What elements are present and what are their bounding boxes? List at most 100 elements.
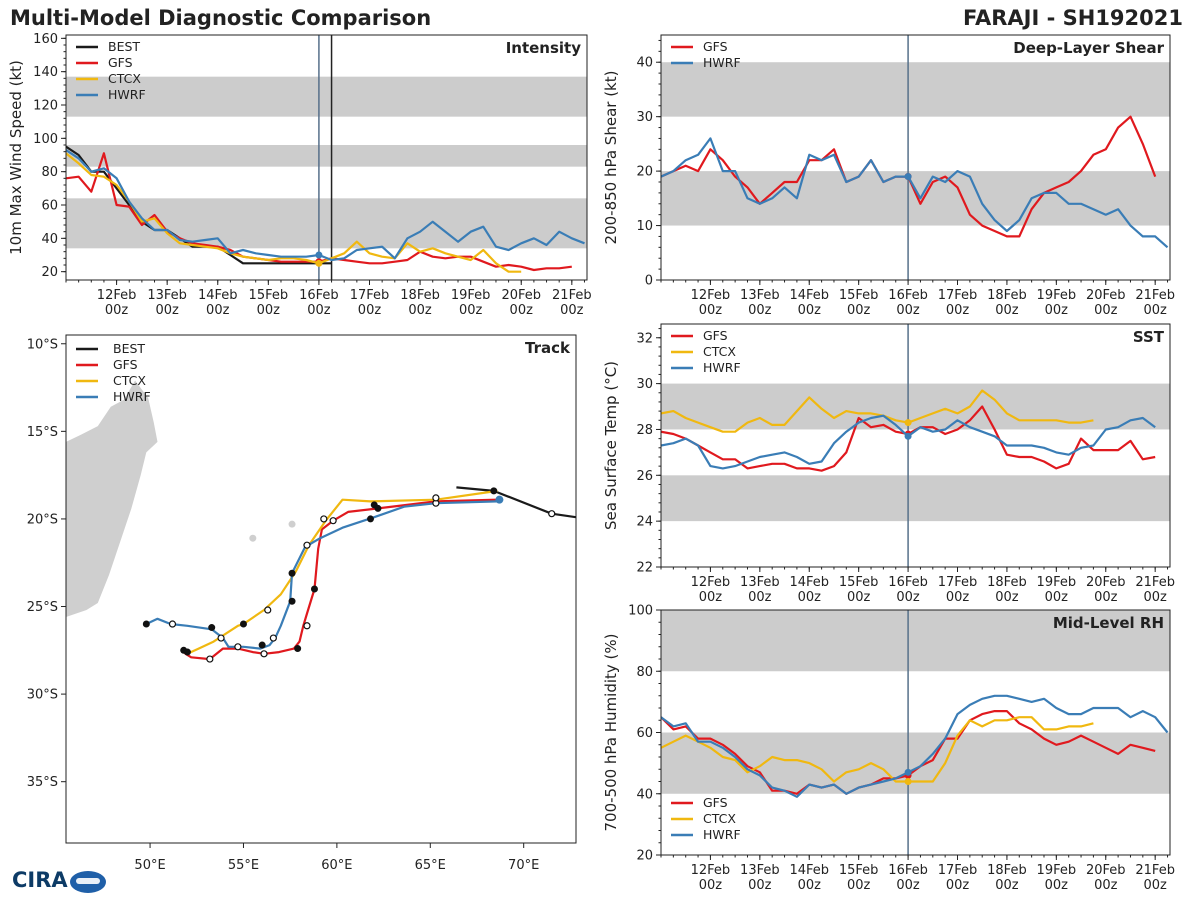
ytick-label-shear: 30 — [636, 110, 653, 125]
track-marker-filled — [367, 515, 375, 523]
band-sst-1 — [661, 383, 1170, 430]
legend-label-sst-gfs: GFS — [703, 328, 728, 343]
track-gfs — [181, 498, 496, 661]
track-marker-open — [206, 655, 214, 663]
xtick-label-track: 50°E — [134, 858, 165, 873]
xtick-label-shear: 00z — [699, 303, 723, 318]
track-marker-filled — [208, 624, 216, 632]
track-marker-filled — [310, 585, 318, 593]
track-marker-current — [495, 495, 504, 504]
ytick-label-track: 35°S — [27, 775, 58, 790]
track-marker-filled — [239, 620, 247, 628]
xtick-label-intensity: 00z — [459, 303, 483, 318]
xtick-label-rh: 00z — [699, 878, 723, 893]
xtick-label-rh: 13Feb — [740, 863, 780, 878]
band-intensity-0 — [66, 198, 587, 249]
xtick-label-rh: 18Feb — [987, 863, 1027, 878]
current-dot-intensity-hwrf — [315, 251, 323, 259]
ytick-label-rh: 40 — [636, 787, 653, 802]
current-dot-shear-hwrf — [904, 173, 912, 181]
track-marker-open — [329, 517, 337, 525]
track-marker-filled — [288, 597, 296, 605]
xtick-label-intensity: 00z — [408, 303, 432, 318]
ytick-label-intensity: 60 — [41, 199, 58, 214]
track-marker-open — [217, 634, 225, 642]
band-shear-0 — [661, 171, 1170, 226]
xtick-label-sst: 17Feb — [938, 575, 978, 590]
frame-track — [65, 334, 577, 844]
ytick-label-intensity: 140 — [33, 65, 58, 80]
xtick-label-sst: 00z — [847, 590, 871, 605]
ytick-label-track: 20°S — [27, 512, 58, 527]
series-shear-hwrf — [661, 137, 1169, 249]
track-marker-open — [303, 622, 311, 630]
xtick-label-intensity: 20Feb — [501, 288, 541, 303]
panel-title-track: Track — [525, 339, 571, 357]
current-dot-rh-hwrf — [904, 768, 912, 776]
track-marker-filled — [142, 620, 150, 628]
xtick-label-rh: 00z — [798, 878, 822, 893]
xtick-label-rh: 12Feb — [691, 863, 731, 878]
xtick-label-track: 55°E — [228, 858, 259, 873]
cira-logo-text: CIRA — [12, 868, 68, 892]
panel-title-rh: Mid-Level RH — [1053, 614, 1164, 632]
xtick-label-sst: 00z — [1143, 590, 1167, 605]
panel-intensity: 2040608010012014016012Feb00z13Feb00z14Fe… — [7, 32, 592, 318]
xtick-label-rh: 00z — [1143, 878, 1167, 893]
xtick-label-shear: 00z — [896, 303, 920, 318]
track-marker-open — [168, 620, 177, 628]
xtick-label-rh: 15Feb — [839, 863, 879, 878]
xtick-label-sst: 00z — [1045, 590, 1069, 605]
track-best — [456, 486, 576, 519]
xtick-label-shear: 18Feb — [987, 288, 1027, 303]
page-title: Multi-Model Diagnostic Comparison — [10, 6, 432, 30]
xtick-label-rh: 14Feb — [789, 863, 829, 878]
legend-label-shear-gfs: GFS — [703, 39, 728, 54]
xtick-label-shear: 00z — [995, 303, 1019, 318]
ytick-label-shear: 20 — [636, 165, 653, 180]
band-rh-1 — [661, 610, 1170, 672]
xtick-label-intensity: 00z — [155, 303, 179, 318]
ytick-label-track: 25°S — [27, 600, 58, 615]
xtick-label-sst: 00z — [699, 590, 723, 605]
xtick-label-intensity: 00z — [510, 303, 534, 318]
current-dot-sst-hwrf — [904, 432, 912, 440]
xtick-label-rh: 00z — [748, 878, 772, 893]
xtick-label-shear: 13Feb — [740, 288, 780, 303]
series-sst-ctcx — [661, 389, 1094, 433]
xtick-label-rh: 16Feb — [888, 863, 928, 878]
xtick-label-shear: 00z — [748, 303, 772, 318]
ytick-label-shear: 40 — [636, 56, 653, 71]
current-dot-intensity-ctcx — [315, 259, 323, 267]
frame-shear — [660, 34, 1171, 281]
track-marker-filled — [258, 641, 266, 649]
xtick-label-sst: 00z — [748, 590, 772, 605]
track-marker-open — [303, 541, 311, 549]
ytick-label-intensity: 160 — [33, 32, 58, 47]
ytick-label-intensity: 120 — [33, 99, 58, 114]
track-marker-open — [264, 606, 272, 614]
xtick-label-shear: 00z — [798, 303, 822, 318]
panel-rh: 2040608010012Feb00z13Feb00z14Feb00z15Feb… — [602, 604, 1175, 894]
series-rh-ctcx — [661, 716, 1094, 783]
track-marker-open — [269, 634, 277, 642]
xtick-label-shear: 14Feb — [789, 288, 829, 303]
ytick-label-sst: 24 — [636, 515, 653, 530]
panel-title-shear: Deep-Layer Shear — [1013, 39, 1164, 57]
track-marker-filled — [294, 645, 302, 653]
xtick-label-sst: 00z — [896, 590, 920, 605]
xtick-label-rh: 00z — [946, 878, 970, 893]
legend-label-track-ctcx: CTCX — [113, 373, 146, 388]
ytick-label-rh: 20 — [636, 849, 653, 864]
xtick-label-shear: 00z — [847, 303, 871, 318]
xtick-label-shear: 12Feb — [691, 288, 731, 303]
ytick-label-intensity: 100 — [33, 132, 58, 147]
current-dot-sst-ctcx — [904, 419, 912, 427]
ytick-label-sst: 26 — [636, 469, 653, 484]
xtick-label-shear: 00z — [946, 303, 970, 318]
panel-sst: 22242628303212Feb00z13Feb00z14Feb00z15Fe… — [602, 323, 1175, 605]
ytick-label-track: 10°S — [27, 337, 58, 352]
track-marker-open — [260, 650, 268, 658]
xtick-label-sst: 18Feb — [987, 575, 1027, 590]
